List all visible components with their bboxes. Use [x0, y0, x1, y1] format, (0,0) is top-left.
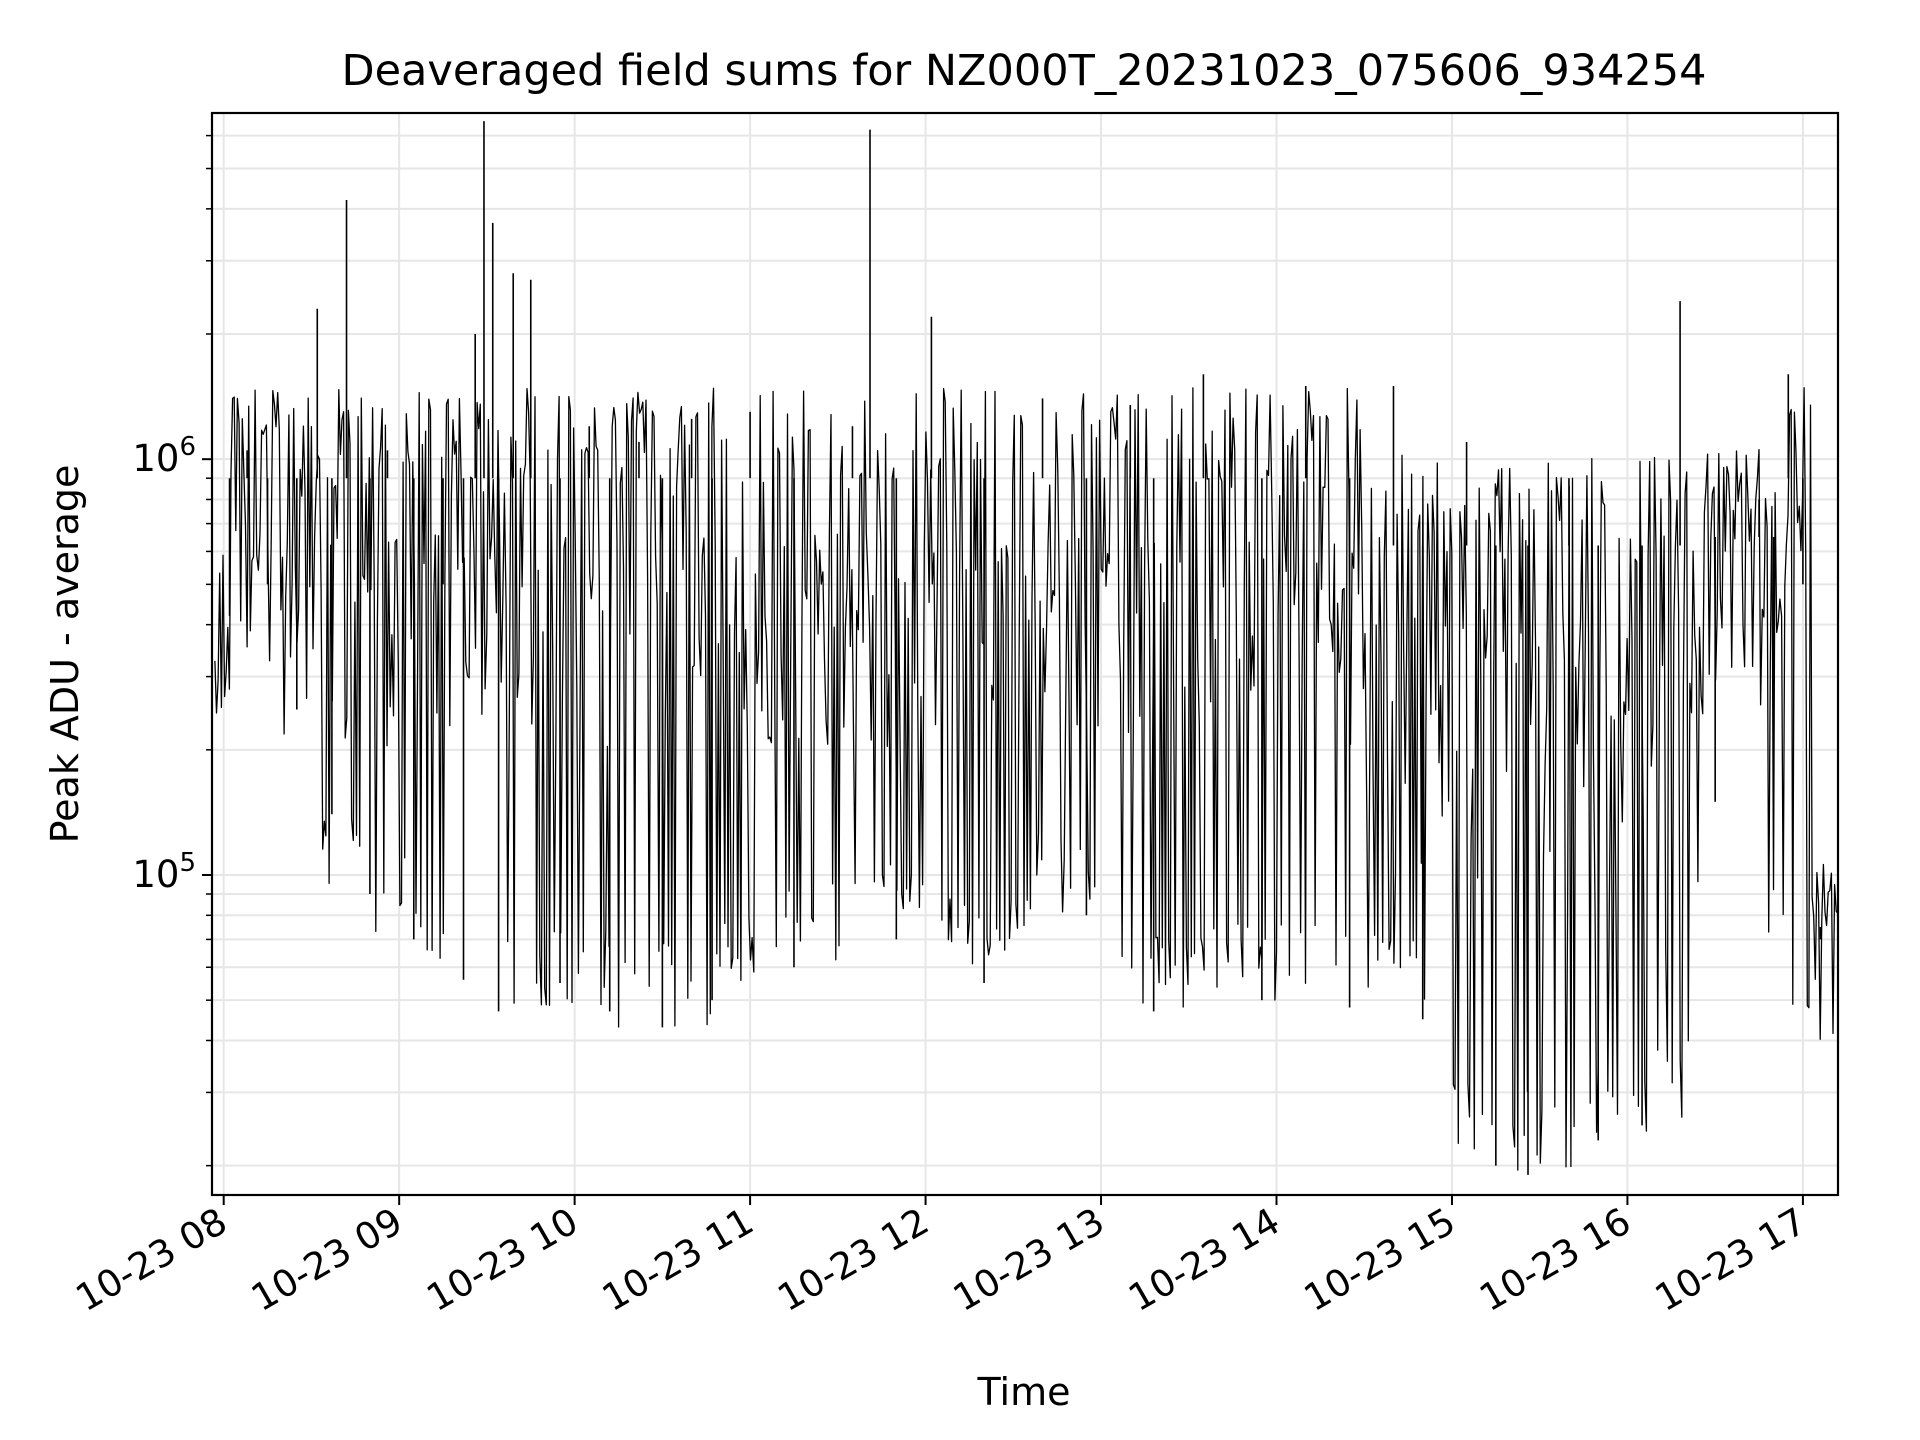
y-tick-label: 105 — [132, 848, 196, 896]
plot-frame — [210, 111, 1840, 1197]
chart-title: Deaveraged field sums for NZ000T_2023102… — [341, 46, 1706, 96]
y-axis: 105 106 — [132, 134, 212, 1167]
y-axis-label: Peak ADU - average — [43, 465, 87, 844]
y-tick-label: 106 — [132, 432, 196, 480]
x-axis-label: Time — [977, 1370, 1071, 1414]
plot-area — [210, 111, 1840, 1197]
series-layer — [211, 121, 1839, 1175]
series-line — [214, 387, 1839, 1171]
